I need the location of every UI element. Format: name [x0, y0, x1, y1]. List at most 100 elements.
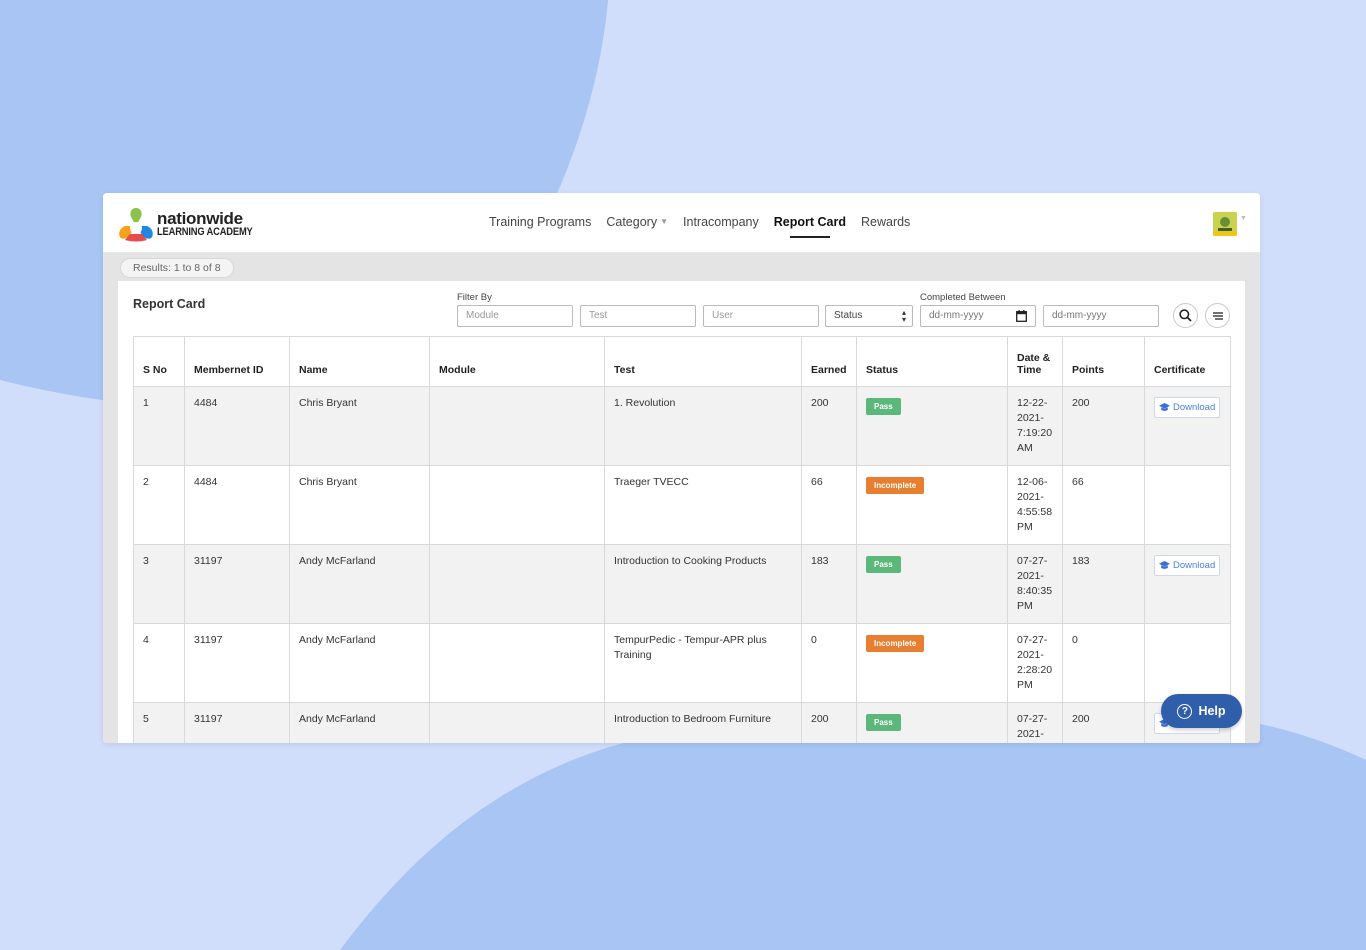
col-header-date-time[interactable]: Date & Time: [1007, 336, 1063, 387]
cell-name: Chris Bryant: [289, 465, 430, 545]
help-button[interactable]: ? Help: [1161, 694, 1242, 728]
cell-test: Introduction to Bedroom Furniture: [604, 702, 802, 743]
cell-module: [429, 544, 605, 624]
table-row[interactable]: 1 4484 Chris Bryant 1. Revolution 200 Pass 12-…: [133, 386, 1231, 466]
cell-certificate: Download: [1144, 386, 1231, 466]
cell-date-time: 07-27-2021-2:28:20 PM: [1007, 623, 1063, 703]
nav-training-programs[interactable]: Training Programs: [489, 215, 592, 229]
status-badge: Incomplete: [866, 635, 925, 652]
user-avatar-icon: [1213, 212, 1237, 236]
cell-sno: 3: [133, 544, 185, 624]
cell-test: Introduction to Cooking Products: [604, 544, 802, 624]
cell-membernet-id: 31197: [184, 702, 290, 743]
col-header-certificate[interactable]: Certificate: [1144, 336, 1231, 387]
test-filter-input[interactable]: Test: [580, 305, 696, 327]
nav-category-label: Category: [606, 215, 658, 229]
table-row[interactable]: 2 4484 Chris Bryant Traeger TVECC 66 Incomple…: [133, 465, 1231, 545]
search-icon: [1179, 309, 1192, 322]
cell-date-time: 12-22-2021-7:19:20 AM: [1007, 386, 1063, 466]
main-nav: Training Programs Category ▼ Intracompany…: [489, 215, 911, 238]
status-select-value: Status: [834, 310, 863, 321]
cell-status: Pass: [856, 702, 1008, 743]
nav-rewards[interactable]: Rewards: [860, 215, 911, 229]
cell-earned: 0: [801, 623, 857, 703]
nav-intracompany[interactable]: Intracompany: [683, 215, 759, 229]
status-badge: Incomplete: [866, 477, 925, 494]
download-label: Download: [1173, 560, 1216, 571]
table-row[interactable]: 4 31197 Andy McFarland TempurPedic - Tempur…: [133, 623, 1231, 703]
cell-points: 183: [1062, 544, 1145, 624]
col-header-sno[interactable]: S No: [133, 336, 185, 387]
download-label: Download: [1173, 402, 1216, 413]
background-blob-bottom-right: [340, 690, 1366, 950]
cell-sno: 4: [133, 623, 185, 703]
status-badge: Pass: [866, 398, 901, 415]
table-row[interactable]: 5 31197 Andy McFarland Introduction to Bedr…: [133, 702, 1231, 743]
cell-points: 200: [1062, 702, 1145, 743]
col-header-test[interactable]: Test: [604, 336, 802, 387]
cell-name: Andy McFarland: [289, 702, 430, 743]
calendar-icon[interactable]: [1016, 310, 1027, 322]
cell-earned: 200: [801, 702, 857, 743]
cell-earned: 183: [801, 544, 857, 624]
cell-points: 66: [1062, 465, 1145, 545]
cell-module: [429, 623, 605, 703]
brand-logo[interactable]: nationwide LEARNING ACADEMY: [117, 206, 270, 242]
avatar[interactable]: [1213, 212, 1237, 236]
question-circle-icon: ?: [1177, 703, 1193, 719]
status-badge: Pass: [866, 714, 901, 731]
help-label: Help: [1198, 704, 1226, 718]
content-area: Results: 1 to 8 of 8 Report Card Filter …: [103, 253, 1260, 743]
date-from-placeholder: dd-mm-yyyy: [929, 310, 984, 321]
table-header-row: S No Membernet ID Name Module Test Earne…: [133, 336, 1231, 387]
graduation-cap-icon: [1159, 403, 1170, 411]
cell-earned: 66: [801, 465, 857, 545]
search-button[interactable]: [1173, 303, 1198, 328]
cell-sno: 5: [133, 702, 185, 743]
graduation-cap-icon: [1159, 561, 1170, 569]
report-card-panel: Report Card Filter By Completed Between …: [118, 281, 1245, 743]
cell-module: [429, 465, 605, 545]
cell-membernet-id: 31197: [184, 544, 290, 624]
select-arrows-icon: ▴ ▾: [901, 308, 906, 324]
cell-name: Andy McFarland: [289, 623, 430, 703]
download-certificate-button[interactable]: Download: [1154, 555, 1221, 576]
user-filter-input[interactable]: User: [703, 305, 819, 327]
cell-status: Pass: [856, 386, 1008, 466]
avatar-chevron-down-icon[interactable]: ▼: [1240, 215, 1247, 222]
cell-date-time: 12-06-2021-4:55:58 PM: [1007, 465, 1063, 545]
cell-membernet-id: 4484: [184, 465, 290, 545]
cell-name: Andy McFarland: [289, 544, 430, 624]
cell-membernet-id: 4484: [184, 386, 290, 466]
module-filter-input[interactable]: Module: [457, 305, 573, 327]
col-header-module[interactable]: Module: [429, 336, 605, 387]
col-header-earned[interactable]: Earned: [801, 336, 857, 387]
nav-report-card[interactable]: Report Card: [773, 215, 846, 238]
nav-category[interactable]: Category ▼: [606, 215, 668, 229]
cell-name: Chris Bryant: [289, 386, 430, 466]
cell-status: Pass: [856, 544, 1008, 624]
col-header-membernet-id[interactable]: Membernet ID: [184, 336, 290, 387]
date-from-input[interactable]: dd-mm-yyyy: [920, 305, 1036, 327]
cell-sno: 1: [133, 386, 185, 466]
cell-points: 0: [1062, 623, 1145, 703]
col-header-name[interactable]: Name: [289, 336, 430, 387]
status-select[interactable]: Status ▴ ▾: [825, 305, 913, 327]
col-header-status[interactable]: Status: [856, 336, 1008, 387]
logo-text-line2: LEARNING ACADEMY: [157, 226, 253, 238]
report-table: S No Membernet ID Name Module Test Earne…: [133, 336, 1231, 743]
cell-sno: 2: [133, 465, 185, 545]
col-header-points[interactable]: Points: [1062, 336, 1145, 387]
app-window: nationwide LEARNING ACADEMY Training Pro…: [103, 193, 1260, 743]
table-row[interactable]: 3 31197 Andy McFarland Introduction to Cook…: [133, 544, 1231, 624]
cell-points: 200: [1062, 386, 1145, 466]
cell-date-time: 07-27-2021-: [1007, 702, 1063, 743]
sort-lines-icon: [1212, 311, 1223, 320]
download-certificate-button[interactable]: Download: [1154, 397, 1221, 418]
cell-module: [429, 702, 605, 743]
cell-test: 1. Revolution: [604, 386, 802, 466]
date-to-input[interactable]: dd-mm-yyyy: [1043, 305, 1159, 327]
top-navbar: nationwide LEARNING ACADEMY Training Pro…: [103, 193, 1260, 253]
logo-text-line1: nationwide: [157, 209, 243, 228]
sort-button[interactable]: [1205, 303, 1230, 328]
